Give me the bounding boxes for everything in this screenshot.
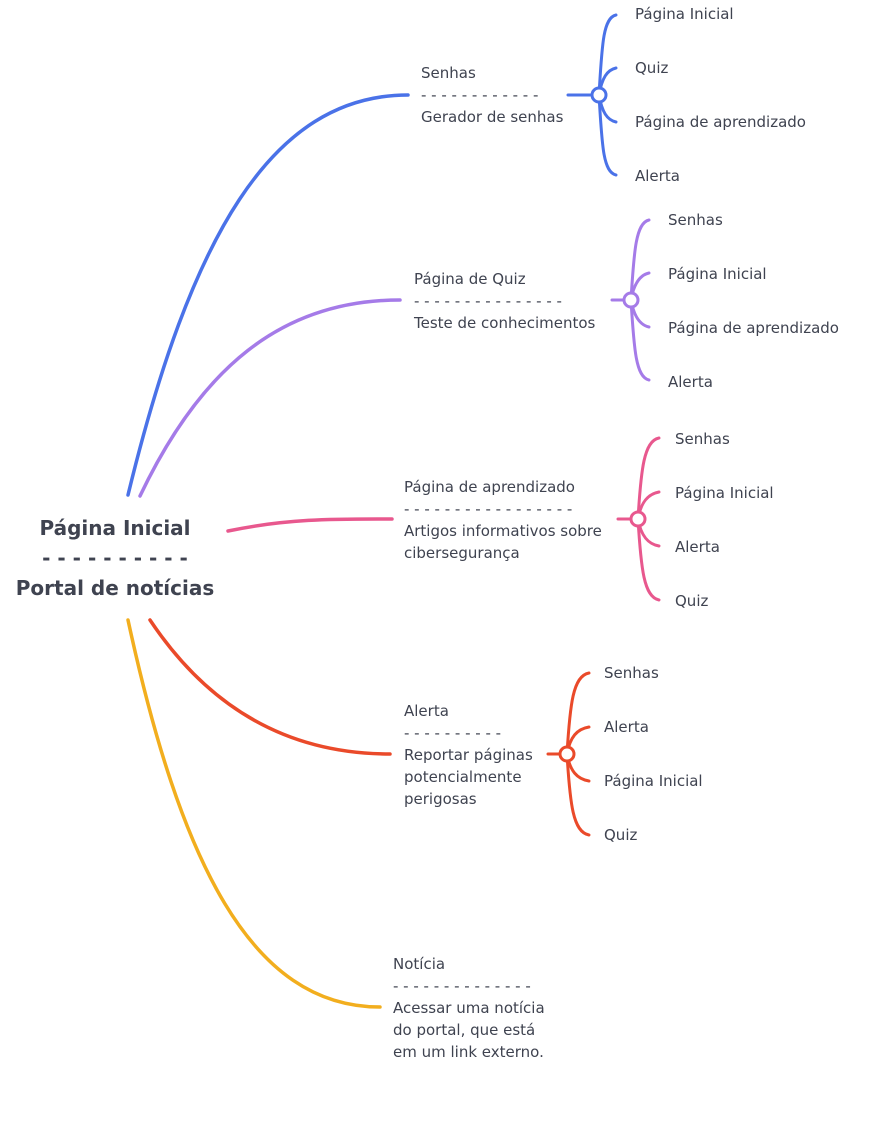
branch-connector-alerta — [148, 618, 392, 756]
branch-alerta-separator: - - - - - - - - - - — [404, 724, 502, 742]
alerta-child-senhas[interactable]: Senhas — [604, 664, 659, 682]
branch-connector-aprendizado — [226, 517, 394, 533]
aprendizado-child-alerta[interactable]: Alerta — [675, 538, 720, 556]
branch-quiz-description: Teste de conhecimentos — [414, 314, 596, 332]
branch-alerta-description-line-2: potencialmente — [404, 768, 522, 786]
branch-senhas-description: Gerador de senhas — [421, 108, 564, 126]
branch-senhas-title: Senhas — [421, 64, 476, 82]
senhas-child-pagina-aprendizado[interactable]: Página de aprendizado — [635, 113, 806, 131]
branch-connector-senhas — [126, 93, 410, 497]
connector-quiz-child-1 — [629, 218, 651, 302]
branch-senhas-separator: - - - - - - - - - - - - — [421, 86, 539, 104]
branch-node-alerta[interactable] — [558, 745, 576, 763]
branch-node-quiz[interactable] — [622, 291, 640, 309]
branch-connector-noticia — [126, 618, 382, 1009]
branch-aprendizado-description-line-1: Artigos informativos sobre — [404, 522, 602, 540]
root-node[interactable]: Página Inicial - - - - - - - - - - Porta… — [10, 513, 220, 603]
branch-aprendizado[interactable]: Página de aprendizado - - - - - - - - - … — [404, 476, 602, 564]
branch-aprendizado-description-line-2: cibersegurança — [404, 544, 520, 562]
branch-quiz-separator: - - - - - - - - - - - - - - - — [414, 292, 562, 310]
connector-alerta-child-1 — [565, 671, 591, 756]
branch-alerta-description-line-1: Reportar páginas — [404, 746, 533, 764]
senhas-child-quiz[interactable]: Quiz — [635, 59, 669, 77]
connector-senhas-child-1 — [597, 13, 618, 97]
branch-noticia-description-line-1: Acessar uma notícia — [393, 999, 545, 1017]
connector-alerta-child-4 — [565, 752, 591, 837]
branch-node-aprendizado[interactable] — [629, 510, 647, 528]
branch-connector-quiz — [138, 298, 402, 498]
connector-aprendizado-child-1 — [636, 436, 661, 521]
branch-quiz-title: Página de Quiz — [414, 270, 526, 288]
branch-quiz[interactable]: Página de Quiz - - - - - - - - - - - - -… — [414, 268, 595, 334]
branch-aprendizado-separator: - - - - - - - - - - - - - - - - - — [404, 500, 573, 518]
quiz-child-pagina-inicial[interactable]: Página Inicial — [668, 265, 767, 283]
aprendizado-child-senhas[interactable]: Senhas — [675, 430, 730, 448]
root-title: Página Inicial — [39, 516, 191, 540]
root-subtitle: Portal de notícias — [15, 576, 215, 600]
connector-aprendizado-child-4 — [636, 517, 661, 602]
branch-noticia-description-line-2: do portal, que está — [393, 1021, 536, 1039]
branch-noticia[interactable]: Notícia - - - - - - - - - - - - - - Aces… — [393, 953, 545, 1063]
connector-senhas-child-4 — [597, 93, 618, 177]
branch-senhas[interactable]: Senhas - - - - - - - - - - - - Gerador d… — [421, 62, 563, 128]
branch-noticia-title: Notícia — [393, 955, 446, 973]
senhas-child-pagina-inicial[interactable]: Página Inicial — [635, 5, 734, 23]
branch-alerta-title: Alerta — [404, 702, 449, 720]
branch-noticia-separator: - - - - - - - - - - - - - - — [393, 977, 531, 995]
alerta-child-quiz[interactable]: Quiz — [604, 826, 638, 844]
branch-alerta[interactable]: Alerta - - - - - - - - - - Reportar pági… — [404, 700, 533, 810]
root-separator: - - - - - - - - - - — [42, 546, 188, 570]
branch-aprendizado-title: Página de aprendizado — [404, 478, 575, 496]
quiz-child-alerta[interactable]: Alerta — [668, 373, 713, 391]
quiz-child-pagina-aprendizado[interactable]: Página de aprendizado — [668, 319, 839, 337]
senhas-child-alerta[interactable]: Alerta — [635, 167, 680, 185]
aprendizado-child-quiz[interactable]: Quiz — [675, 592, 709, 610]
branch-node-senhas[interactable] — [590, 86, 608, 104]
alerta-child-pagina-inicial[interactable]: Página Inicial — [604, 772, 703, 790]
branch-noticia-description-line-3: em um link externo. — [393, 1043, 544, 1061]
connector-quiz-child-4 — [629, 298, 651, 382]
quiz-child-senhas[interactable]: Senhas — [668, 211, 723, 229]
branch-alerta-description-line-3: perigosas — [404, 790, 477, 808]
aprendizado-child-pagina-inicial[interactable]: Página Inicial — [675, 484, 774, 502]
alerta-child-alerta[interactable]: Alerta — [604, 718, 649, 736]
